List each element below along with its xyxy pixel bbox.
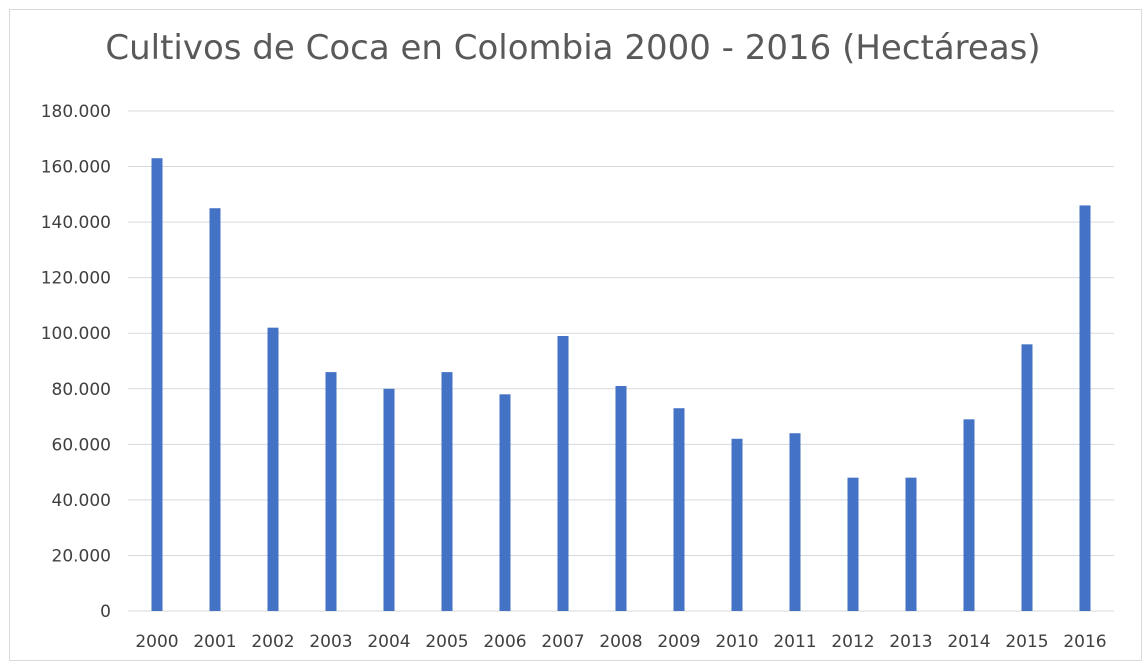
x-tick-label: 2004 (367, 632, 410, 652)
bar-2000 (151, 158, 163, 611)
x-axis-ticks: 2000 2001 2002 2003 2004 2005 2006 2007 2008 2009… (135, 632, 1106, 652)
chart-frame (9, 9, 1142, 661)
bar-2007 (557, 336, 569, 611)
x-tick-label: 2006 (483, 632, 526, 652)
bar-2003 (325, 372, 337, 611)
x-tick-label: 2001 (193, 632, 236, 652)
y-tick-label: 20.000 (52, 546, 111, 566)
bar-2005 (441, 372, 453, 611)
x-tick-label: 2007 (541, 632, 584, 652)
bar-2011 (789, 433, 801, 611)
bar-2013 (905, 477, 917, 611)
bar-2004 (383, 388, 395, 611)
x-tick-label: 2014 (947, 632, 990, 652)
x-tick-label: 2010 (715, 632, 758, 652)
y-tick-label: 140.000 (41, 213, 111, 233)
bar-2006 (499, 394, 511, 611)
x-tick-label: 2000 (135, 632, 178, 652)
x-tick-label: 2003 (309, 632, 352, 652)
y-tick-label: 60.000 (52, 435, 111, 455)
y-tick-label: 120.000 (41, 269, 111, 289)
x-tick-label: 2011 (773, 632, 816, 652)
y-tick-label: 100.000 (41, 324, 111, 344)
bar-2012 (847, 477, 859, 611)
bar-2001 (209, 208, 221, 611)
x-tick-label: 2013 (889, 632, 932, 652)
y-tick-label: 0 (100, 602, 111, 622)
x-tick-label: 2009 (657, 632, 700, 652)
x-tick-label: 2005 (425, 632, 468, 652)
bar-2002 (267, 327, 279, 611)
bars (151, 158, 1091, 611)
y-tick-label: 80.000 (52, 380, 111, 400)
bar-2015 (1021, 344, 1033, 611)
x-tick-label: 2012 (831, 632, 874, 652)
y-tick-label: 160.000 (41, 158, 111, 178)
x-tick-label: 2016 (1063, 632, 1106, 652)
x-tick-label: 2002 (251, 632, 294, 652)
bar-2016 (1079, 205, 1091, 611)
y-tick-label: 180.000 (41, 102, 111, 122)
bar-2014 (963, 419, 975, 611)
bar-2010 (731, 438, 743, 611)
bar-2009 (673, 408, 685, 611)
x-tick-label: 2008 (599, 632, 642, 652)
x-tick-label: 2015 (1005, 632, 1048, 652)
y-tick-label: 40.000 (52, 491, 111, 511)
y-axis-ticks: 0 20.000 40.000 60.000 80.000 100.000 120.000 1… (41, 102, 111, 622)
chart-title: Cultivos de Coca en Colombia 2000 - 2016… (105, 28, 1041, 68)
bar-2008 (615, 386, 627, 611)
